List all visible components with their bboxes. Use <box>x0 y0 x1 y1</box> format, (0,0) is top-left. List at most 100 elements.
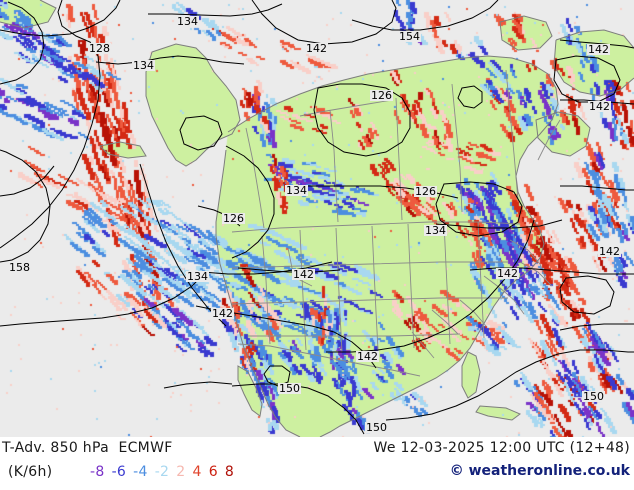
legend-tick-neg2: -2 <box>154 464 170 480</box>
contour-label: 150 <box>365 421 388 434</box>
contour-label: 142 <box>587 43 610 56</box>
coastline-path <box>535 111 591 157</box>
contour-label: 158 <box>8 261 31 274</box>
border-path <box>299 99 393 117</box>
contour-path <box>351 0 499 31</box>
contour-label: 134 <box>132 59 155 72</box>
contour-path <box>326 219 535 353</box>
legend-tick-neg6: -6 <box>111 464 127 480</box>
contour-label: 154 <box>398 30 421 43</box>
border-path <box>505 69 519 201</box>
legend-tick-2: 2 <box>176 464 186 480</box>
coastline-path <box>0 0 57 29</box>
geopotential-contour-layer <box>0 0 634 435</box>
contour-label: 134 <box>186 270 209 283</box>
coastline-layer <box>0 0 634 437</box>
contour-path <box>0 0 101 249</box>
contour-path <box>139 163 227 327</box>
border-path <box>248 333 461 337</box>
contour-path <box>560 185 634 191</box>
border-path <box>459 299 487 327</box>
map-vector-overlay <box>0 0 634 437</box>
weather-map-panel[interactable]: 134 142 154 128 134 142 126 142 134 126 126 134 142 1… <box>0 0 634 437</box>
border-path <box>411 331 435 359</box>
border-path <box>509 239 547 281</box>
contour-label: 142 <box>356 350 379 363</box>
coastline-path <box>98 141 147 159</box>
contour-path <box>0 1 45 85</box>
contour-path <box>179 115 223 151</box>
border-path <box>451 83 463 213</box>
border-path <box>335 227 343 353</box>
border-path <box>395 97 403 221</box>
coastline-path <box>227 55 559 437</box>
coastline-path <box>461 351 481 399</box>
border-path <box>231 261 508 269</box>
border-path <box>483 275 525 315</box>
contour-label: 134 <box>285 184 308 197</box>
border-path <box>519 261 553 287</box>
border-path <box>231 221 521 233</box>
coastline-path <box>499 15 553 51</box>
border-path <box>299 229 307 351</box>
border-path <box>237 343 421 377</box>
map-footer: T-Adv. 850 hPa ECMWF (K/6h) -8 -6 -4 -2 2 4 6 8… <box>0 437 634 490</box>
contour-label: 126 <box>222 212 245 225</box>
border-path <box>261 235 271 345</box>
border-path <box>477 221 485 339</box>
contour-path <box>237 267 341 273</box>
contour-path <box>559 323 634 331</box>
border-path <box>231 297 508 305</box>
contour-label: 150 <box>278 382 301 395</box>
contour-label: 142 <box>496 267 519 280</box>
contour-label: 128 <box>88 42 111 55</box>
contour-path <box>148 3 283 17</box>
legend-tick-6: 6 <box>208 464 218 480</box>
border-path <box>407 223 415 349</box>
coastline-path <box>145 43 241 167</box>
contour-path <box>0 271 207 327</box>
contour-path <box>201 261 333 275</box>
contour-path <box>553 55 621 103</box>
contour-path <box>0 0 121 37</box>
contour-path <box>0 165 55 197</box>
contour-path <box>225 145 275 259</box>
contour-path <box>435 181 523 237</box>
border-path <box>537 119 561 161</box>
contour-path <box>385 349 634 421</box>
contour-label: 142 <box>588 100 611 113</box>
units-label: (K/6h) <box>8 464 53 480</box>
contour-path <box>95 55 245 65</box>
border-path <box>431 309 459 335</box>
legend-tick-8: 8 <box>224 464 235 480</box>
legend-tick-4: 4 <box>192 464 202 480</box>
contour-label: 150 <box>582 390 605 403</box>
border-path <box>329 109 339 223</box>
legend-tick-neg4: -4 <box>133 464 148 480</box>
contour-path <box>163 381 233 389</box>
border-path <box>371 225 379 351</box>
contour-path <box>469 267 634 275</box>
border-path <box>245 127 265 229</box>
contour-label: 142 <box>211 307 234 320</box>
contour-label: 126 <box>370 89 393 102</box>
color-legend: -8 -6 -4 -2 2 4 6 8 <box>90 464 234 480</box>
contour-path <box>559 275 615 315</box>
copyright-notice: © weatheronline.co.uk <box>449 463 630 479</box>
contour-path <box>435 219 563 229</box>
contour-label: 134 <box>176 15 199 28</box>
contour-label: 126 <box>414 185 437 198</box>
coastline-path <box>555 29 634 49</box>
contour-label: 142 <box>598 245 621 258</box>
contour-label: 142 <box>292 268 315 281</box>
contour-path <box>313 83 411 157</box>
coastline-path <box>237 365 263 417</box>
temperature-advection-raster <box>0 0 634 437</box>
product-title: T-Adv. 850 hPa ECMWF <box>2 440 173 456</box>
model-runtime: We 12-03-2025 12:00 UTC (12+48) <box>373 440 630 456</box>
coastline-path <box>215 149 301 437</box>
contour-path <box>251 0 397 45</box>
contour-path <box>231 383 365 435</box>
coastline-path <box>475 405 521 421</box>
